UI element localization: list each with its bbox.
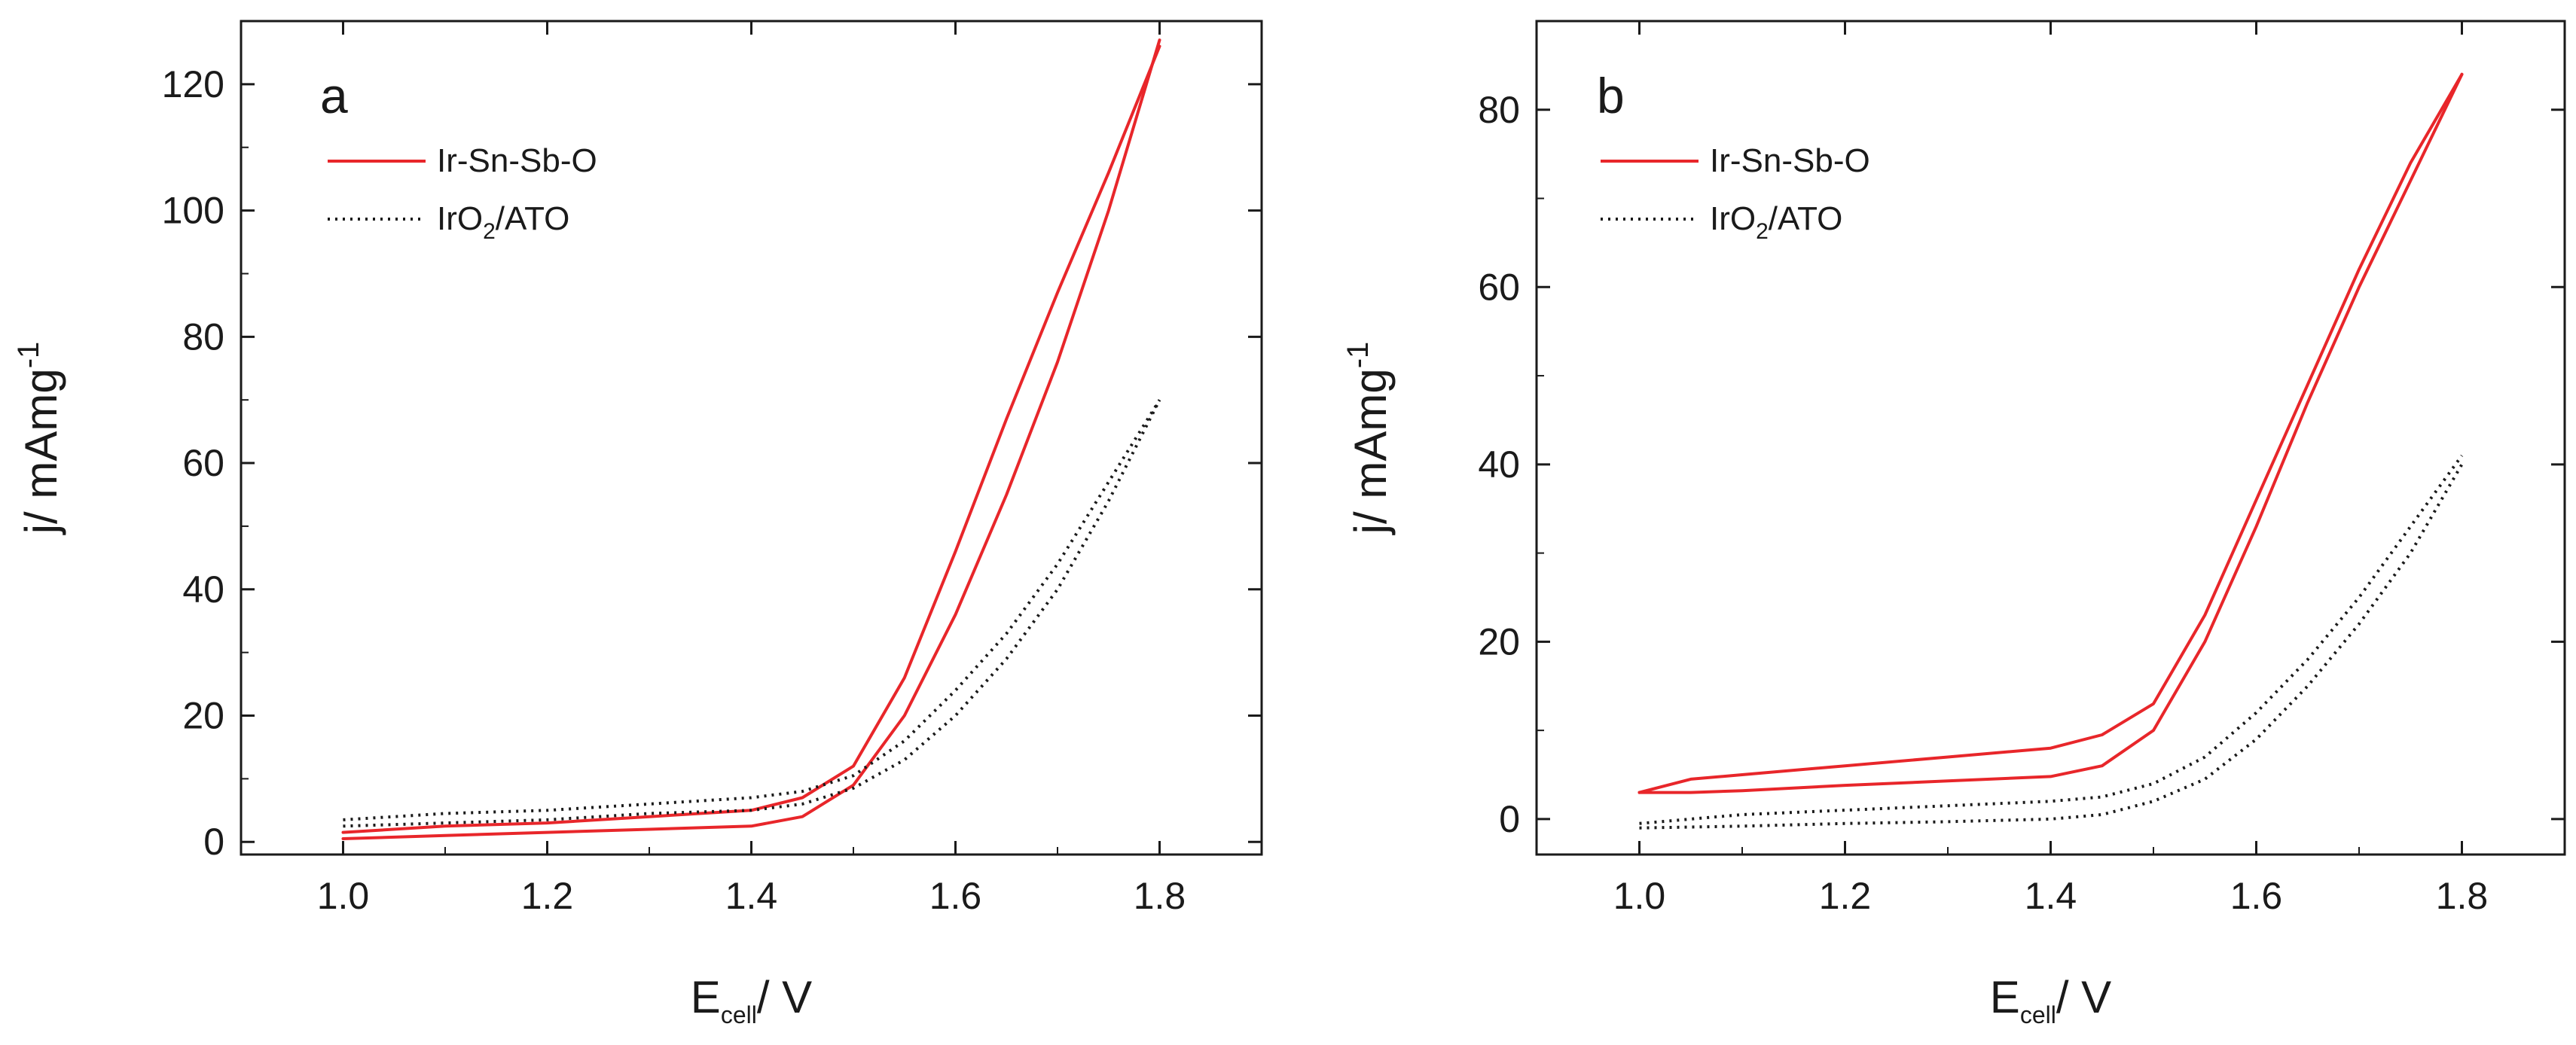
y-axis-title-sup: -1 (12, 342, 45, 369)
legend: Ir-Sn-Sb-O IrO2/ATO (1601, 142, 1870, 244)
legend-label-rest: /ATO (496, 200, 570, 237)
x-axis-title: Ecell/ V (1990, 972, 2111, 1028)
legend-label: IrO2/ATO (437, 200, 569, 244)
plot-frame (240, 20, 1263, 856)
plot-frame (1535, 20, 2566, 856)
legend-label-rest: /ATO (1769, 200, 1843, 237)
y-axis-title-main: j/ mAmg (16, 368, 66, 535)
x-tick-label: 1.8 (2436, 875, 2489, 917)
panel-b: 1.0 1.2 1.4 1.6 1.8 0 20 40 60 80 Ecell/ V j/ mAmg-… (1341, 20, 2566, 1028)
panel-letter: b (1597, 68, 1625, 123)
legend: Ir-Sn-Sb-O IrO2/ATO (328, 142, 597, 244)
curve-iro2-ato-forward (343, 399, 1161, 828)
x-tick-label: 1.6 (929, 875, 982, 917)
legend-label-main: IrO (437, 200, 483, 237)
x-tick-label: 1.4 (2025, 875, 2077, 917)
x-tick-label: 1.2 (1819, 875, 1872, 917)
y-tick-label: 40 (182, 568, 224, 611)
y-axis-title: j/ mAmg-1 (12, 342, 66, 536)
x-axis-title-sub: cell (2020, 1001, 2056, 1028)
y-tick-label: 40 (1478, 443, 1520, 486)
x-axis-title-sub: cell (721, 1001, 757, 1028)
y-tick-label: 20 (1478, 620, 1520, 663)
curve-iro2-ato-forward (1639, 463, 2464, 830)
x-tick-label: 1.0 (317, 875, 370, 917)
y-tick-label: 0 (1499, 798, 1520, 840)
legend-label-main: IrO (1710, 200, 1756, 237)
curve-iro2-ato-backward (343, 399, 1161, 821)
x-tick-label: 1.6 (2230, 875, 2283, 917)
y-axis-title-sup: -1 (1341, 342, 1375, 369)
series-Ir-Sn-Sb-O (1637, 72, 2464, 794)
panel-a: 1.0 1.2 1.4 1.6 1.8 0 20 40 60 80 100 120 Ecell/ V j/… (12, 20, 1263, 1028)
legend-label-sub: 2 (1756, 219, 1769, 244)
x-tick-label: 1.8 (1134, 875, 1186, 917)
curve-ir-sn-sb-o-backward (1637, 72, 2464, 794)
series-IrO2/ATO (343, 399, 1161, 828)
legend-label-sub: 2 (483, 219, 496, 244)
legend-label: IrO2/ATO (1710, 200, 1842, 244)
curve-ir-sn-sb-o-forward (341, 38, 1161, 840)
x-tick-label: 1.0 (1613, 875, 1666, 917)
y-tick-label: 80 (1478, 89, 1520, 131)
y-tick-label: 60 (1478, 266, 1520, 308)
curve-iro2-ato-backward (1639, 454, 2464, 825)
x-axis-title-main: E (1990, 972, 2020, 1022)
y-tick-label: 20 (182, 695, 224, 737)
panel-letter: a (320, 68, 348, 123)
legend-label: Ir-Sn-Sb-O (1710, 142, 1870, 179)
x-axis-title-rest: / V (757, 972, 812, 1022)
y-tick-label: 120 (162, 63, 224, 105)
curve-ir-sn-sb-o-forward (1637, 72, 2464, 794)
y-axis-title-main: j/ mAmg (1345, 368, 1396, 535)
x-axis-title: Ecell/ V (691, 972, 812, 1028)
y-axis-title: j/ mAmg-1 (1341, 342, 1396, 536)
y-tick-label: 0 (203, 821, 224, 863)
x-tick-label: 1.2 (521, 875, 574, 917)
curve-ir-sn-sb-o-backward (341, 44, 1161, 834)
x-tick-label: 1.4 (725, 875, 778, 917)
y-tick-label: 60 (182, 442, 224, 484)
legend-label: Ir-Sn-Sb-O (437, 142, 597, 179)
y-tick-label: 80 (182, 315, 224, 358)
series-IrO2/ATO (1639, 454, 2464, 830)
x-axis-title-rest: / V (2056, 972, 2111, 1022)
y-tick-label: 100 (162, 190, 224, 232)
x-axis-title-main: E (691, 972, 721, 1022)
series-Ir-Sn-Sb-O (341, 38, 1161, 840)
